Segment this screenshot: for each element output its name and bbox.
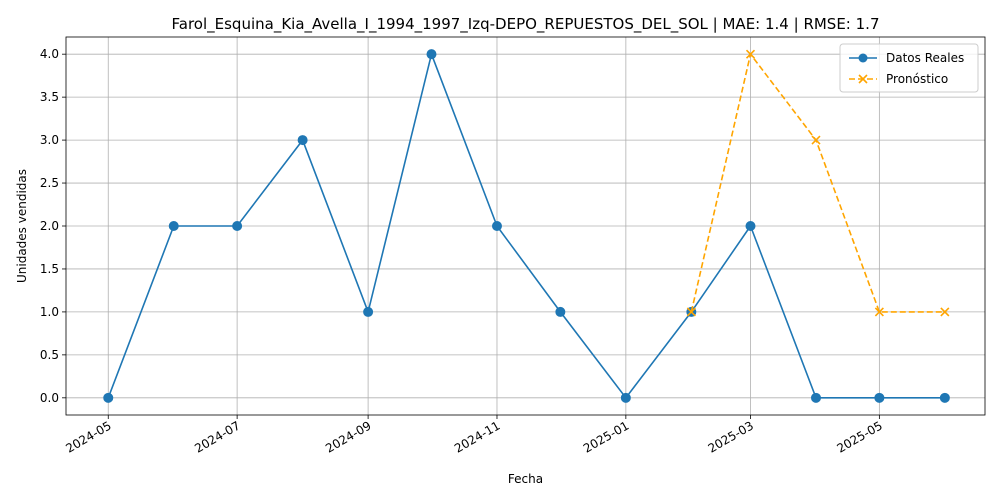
data-point [811,135,821,145]
data-point-stroke [940,307,950,317]
series-datos-reales [103,49,950,403]
chart-title: Farol_Esquina_Kia_Avella_I_1994_1997_Izq… [172,15,880,34]
data-point [620,392,631,403]
legend-marker [858,53,868,63]
y-tick-label: 1.0 [40,305,59,319]
y-tick-label: 2.0 [40,219,59,233]
data-point [874,307,884,317]
x-axis-label: Fecha [508,472,543,486]
data-point [363,306,374,317]
y-tick-label: 1.5 [40,262,59,276]
data-point [103,392,114,403]
data-point [940,307,950,317]
series-layer [103,49,950,403]
data-point [232,221,243,231]
data-point-stroke [874,307,884,317]
data-point [168,221,179,231]
y-tick-label: 0.5 [40,348,59,362]
series-pronostico [686,49,950,317]
legend-marker [858,74,868,84]
y-tick-label: 2.5 [40,176,59,190]
data-point [686,307,696,317]
series-line [107,53,945,399]
y-tick-label: 3.0 [40,133,59,147]
data-point [297,135,308,146]
legend-box [839,43,979,93]
data-point [745,221,756,231]
data-point [874,392,885,403]
plot-frame [65,36,986,416]
data-point [810,392,821,403]
legend-item: Pronóstico [849,72,948,86]
y-tick-label: 0.0 [40,391,59,405]
y-tick-label: 3.5 [40,90,59,104]
data-point [426,49,437,60]
data-point-stroke [811,135,821,145]
legend-label: Datos Reales [886,51,964,65]
y-axis-label: Unidades vendidas [15,169,29,283]
legend: Datos Reales Pronóstico [839,43,979,93]
data-point [745,49,756,59]
legend-item: Datos Reales [849,51,964,65]
data-point-stroke [745,49,756,59]
data-point-stroke [686,307,696,317]
y-tick-label: 4.0 [40,47,59,61]
data-point [939,392,950,403]
data-point [491,221,502,231]
data-point [555,306,566,317]
legend-label: Pronóstico [886,72,948,86]
